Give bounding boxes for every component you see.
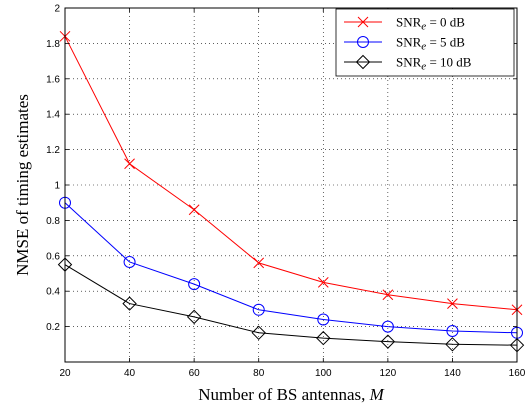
y-tick-label: 0.6 bbox=[46, 251, 60, 262]
x-tick-label: 120 bbox=[380, 368, 397, 379]
y-tick-label: 0.2 bbox=[46, 322, 60, 333]
data-point-marker bbox=[317, 313, 330, 326]
data-point-marker bbox=[188, 278, 201, 291]
legend-marker bbox=[357, 16, 369, 28]
series-line bbox=[64, 264, 518, 346]
legend-marker bbox=[357, 36, 369, 48]
data-point-marker bbox=[123, 255, 136, 268]
x-tick-label: 40 bbox=[124, 368, 136, 379]
legend-label: SNRe = 0 dB bbox=[396, 15, 465, 33]
legend-marker bbox=[355, 54, 371, 70]
y-tick-label: 1.2 bbox=[46, 145, 60, 156]
data-point-marker bbox=[446, 325, 459, 338]
legend-label: SNRe = 10 dB bbox=[396, 55, 472, 73]
series-line bbox=[64, 36, 518, 311]
legend-entry: SNRe = 5 dB bbox=[344, 35, 465, 53]
y-axis-label: NMSE of timing estimates bbox=[13, 94, 32, 276]
grid-lines bbox=[65, 8, 517, 362]
series-1 bbox=[59, 30, 523, 316]
data-point-marker bbox=[124, 158, 135, 170]
data-point-marker bbox=[381, 320, 394, 333]
y-tick-label: 1.4 bbox=[46, 110, 60, 121]
x-tick-label: 160 bbox=[509, 368, 526, 379]
y-tick-label: 1.6 bbox=[46, 74, 60, 85]
axis-ticks: 20 40 60 80 100 120 140 160 0.2 0.4 0.6 0.8 1 1.2 1.4 1… bbox=[46, 4, 526, 380]
y-tick-label: 1.8 bbox=[46, 39, 60, 50]
data-point-marker bbox=[447, 298, 458, 309]
data-point-marker bbox=[122, 296, 137, 311]
x-axis-label: Number of BS antennas, M bbox=[198, 385, 384, 404]
data-point-marker bbox=[316, 330, 331, 346]
legend-label: SNRe = 5 dB bbox=[396, 35, 465, 53]
x-tick-label: 140 bbox=[444, 368, 461, 379]
y-tick-label: 2 bbox=[54, 4, 60, 15]
series-line bbox=[64, 202, 518, 334]
x-tick-label: 60 bbox=[189, 368, 201, 379]
x-tick-label: 20 bbox=[59, 368, 71, 379]
y-tick-label: 0.4 bbox=[46, 287, 60, 298]
x-tick-label: 100 bbox=[315, 368, 332, 379]
y-tick-label: 1 bbox=[54, 181, 60, 192]
legend-entry: SNRe = 10 dB bbox=[344, 55, 472, 73]
data-point-marker bbox=[252, 303, 265, 316]
series-2 bbox=[59, 196, 523, 339]
data-point-marker bbox=[253, 257, 265, 269]
data-point-marker bbox=[186, 309, 202, 325]
y-tick-label: 0.8 bbox=[46, 216, 60, 227]
data-point-marker bbox=[445, 337, 460, 352]
data-point-marker bbox=[188, 204, 200, 216]
data-point-marker bbox=[380, 334, 396, 349]
data-point-marker bbox=[382, 289, 394, 301]
x-tick-label: 80 bbox=[253, 368, 265, 379]
data-point-marker bbox=[317, 276, 329, 288]
data-point-marker bbox=[251, 325, 266, 341]
legend: SNRe = 0 dB SNRe = 5 dB SNRe = 10 dB bbox=[335, 8, 515, 77]
series-layer bbox=[57, 30, 525, 353]
legend-entry: SNRe = 0 dB bbox=[344, 15, 465, 33]
